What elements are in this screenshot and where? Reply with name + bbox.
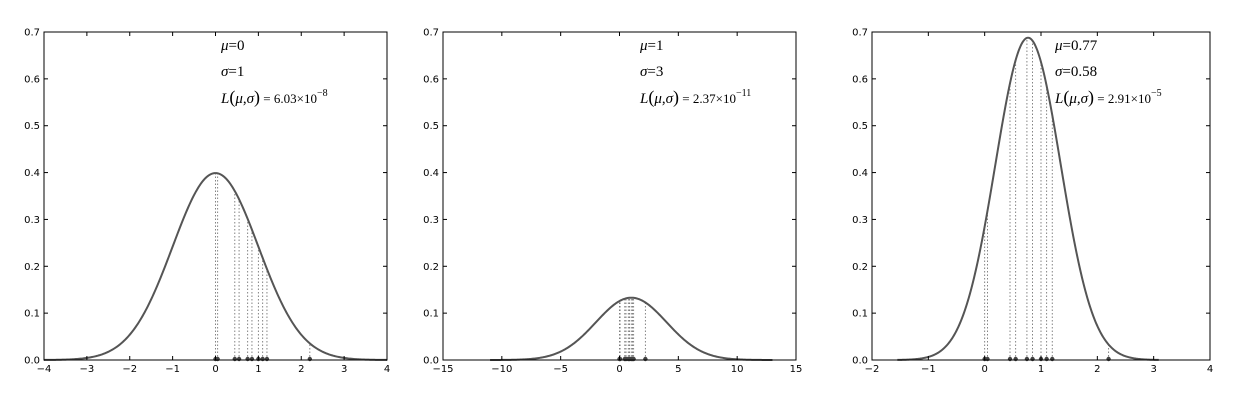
y-tick-label: 0.5 [852, 121, 868, 132]
sample-point [1007, 356, 1013, 362]
x-tick-label: −4 [37, 364, 52, 375]
x-tick-label: 0 [212, 364, 218, 375]
y-tick-label: 0.0 [852, 356, 868, 367]
sigma-annotation: σ=0.58 [1055, 64, 1097, 80]
y-tick-label: 0.5 [423, 121, 439, 132]
y-tick-label: 0.0 [423, 356, 439, 367]
x-tick-label: −15 [432, 364, 453, 375]
y-tick-label: 0.1 [24, 309, 40, 320]
sample-point [985, 356, 990, 362]
sample-point [249, 356, 255, 362]
chart-panel-3: −2 −1 0 1 2 3 4 0.0 0.1 0.2 0.3 0.4 0.5 0.6 0.7 μ=0.77 σ… [852, 28, 1213, 376]
x-tick-label: −2 [865, 364, 880, 375]
chart-panel-1: −4 −3 −2 −1 0 1 2 3 4 0.0 0.1 0.2 0.3 0.4 0.5 0.6 0.7 μ=0… [24, 28, 390, 376]
density-curve [897, 36, 1159, 361]
y-tick-label: 0.5 [24, 121, 40, 132]
sample-point [232, 356, 237, 362]
y-tick-label: 0.1 [852, 309, 868, 320]
x-tick-label: 0 [616, 364, 622, 375]
sample-point [1044, 356, 1049, 362]
sample-point [245, 356, 250, 362]
y-tick-label: 0.2 [852, 262, 868, 273]
sample-point [260, 356, 265, 362]
sigma-annotation: σ=1 [221, 64, 244, 80]
density-curve [43, 172, 388, 361]
y-tick-label: 0.4 [852, 168, 868, 179]
x-tick-label: −1 [921, 364, 936, 375]
y-tick-label: 0.6 [24, 74, 40, 85]
sample-point [1050, 356, 1055, 362]
sample-point [1013, 356, 1018, 362]
x-tick-label: 5 [675, 364, 681, 375]
sample-point [215, 356, 220, 362]
x-tick-label: 1 [1038, 364, 1044, 375]
x-tick-label: 1 [255, 364, 261, 375]
sample-point [1030, 356, 1035, 362]
x-tick-label: 3 [341, 364, 347, 375]
x-tick-label: −2 [122, 364, 137, 375]
mu-annotation: μ=1 [639, 38, 664, 54]
mu-annotation: μ=0 [220, 38, 245, 54]
y-tick-label: 0.3 [423, 215, 439, 226]
likelihood-annotation: L(μ,σ) = 2.37×10−11 [639, 87, 751, 108]
sample-point [617, 356, 623, 362]
x-tick-label: 3 [1150, 364, 1156, 375]
likelihood-annotation: L(μ,σ) = 2.91×10−5 [1054, 87, 1162, 108]
sample-point [1024, 356, 1030, 362]
x-tick-label: −5 [553, 364, 568, 375]
sample-point [1106, 356, 1111, 362]
y-tick-label: 0.4 [24, 168, 40, 179]
sample-point [236, 356, 242, 362]
y-tick-label: 0.7 [423, 28, 439, 39]
x-tick-label: −1 [165, 364, 180, 375]
x-tick-label: 0 [981, 364, 987, 375]
y-tick-label: 0.4 [423, 168, 439, 179]
y-tick-label: 0.1 [423, 309, 439, 320]
y-tick-label: 0.6 [852, 74, 868, 85]
y-tick-label: 0.3 [852, 215, 868, 226]
x-tick-label: 10 [731, 364, 744, 375]
y-tick-label: 0.0 [24, 356, 40, 367]
sample-point [264, 356, 270, 362]
chart-panel-2: −15 −10 −5 0 5 10 15 0.0 0.1 0.2 0.3 0.4 0.5 0.6 0.7 μ=… [423, 28, 802, 376]
x-tick-label: −10 [491, 364, 512, 375]
y-tick-label: 0.3 [24, 215, 40, 226]
y-tick-label: 0.2 [24, 262, 40, 273]
x-tick-label: 15 [790, 364, 803, 375]
x-tick-label: 2 [298, 364, 304, 375]
likelihood-annotation: L(μ,σ) = 6.03×10−8 [220, 87, 328, 108]
sample-point [307, 356, 313, 362]
x-tick-label: −3 [80, 364, 95, 375]
y-tick-label: 0.7 [24, 28, 40, 39]
x-tick-label: 4 [1207, 364, 1213, 375]
sigma-annotation: σ=3 [640, 64, 663, 80]
x-tick-label: 2 [1094, 364, 1100, 375]
mu-annotation: μ=0.77 [1054, 38, 1098, 54]
density-curve [490, 296, 773, 361]
x-tick-label: 4 [384, 364, 390, 375]
sample-point [631, 356, 636, 362]
sample-point [643, 356, 648, 362]
y-tick-label: 0.2 [423, 262, 439, 273]
y-tick-label: 0.6 [423, 74, 439, 85]
y-tick-label: 0.7 [852, 28, 868, 39]
